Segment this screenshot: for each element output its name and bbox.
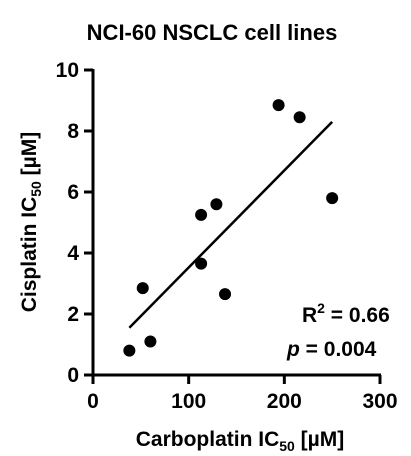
data-point bbox=[123, 344, 136, 357]
regression-line bbox=[128, 120, 334, 329]
x-tick-label: 300 bbox=[362, 390, 397, 413]
x-ticks: 0 100 200 300 bbox=[87, 375, 398, 413]
data-point bbox=[293, 111, 306, 124]
y-ticks: 0 2 4 6 8 10 bbox=[56, 59, 93, 387]
data-point bbox=[195, 257, 208, 270]
y-tick-label: 10 bbox=[56, 59, 79, 82]
data-point bbox=[195, 208, 208, 221]
y-axis-label: Cisplatin IC50 [µM] bbox=[18, 132, 44, 313]
y-tick-label: 6 bbox=[67, 181, 79, 204]
p-value-annotation: p = 0.004 bbox=[286, 338, 377, 361]
x-tick-label: 200 bbox=[267, 390, 302, 413]
axes: 0 2 4 6 8 10 0 100 200 300 bbox=[56, 59, 398, 413]
data-point bbox=[219, 288, 232, 301]
y-tick-label: 2 bbox=[67, 303, 79, 326]
y-tick-label: 4 bbox=[67, 242, 79, 265]
data-point bbox=[210, 198, 223, 211]
x-tick-label: 0 bbox=[87, 390, 99, 413]
y-tick-label: 0 bbox=[67, 364, 79, 387]
data-point bbox=[144, 335, 157, 348]
x-axis-label: Carboplatin IC50 [µM] bbox=[136, 428, 345, 454]
data-point bbox=[326, 192, 339, 205]
r-squared-annotation: R2 = 0.66 bbox=[302, 300, 390, 327]
data-points bbox=[123, 99, 339, 357]
chart-title: NCI-60 NSCLC cell lines bbox=[87, 20, 338, 45]
x-tick-label: 100 bbox=[171, 390, 206, 413]
data-point bbox=[136, 282, 149, 295]
y-tick-label: 8 bbox=[67, 120, 79, 143]
data-point bbox=[272, 99, 285, 112]
